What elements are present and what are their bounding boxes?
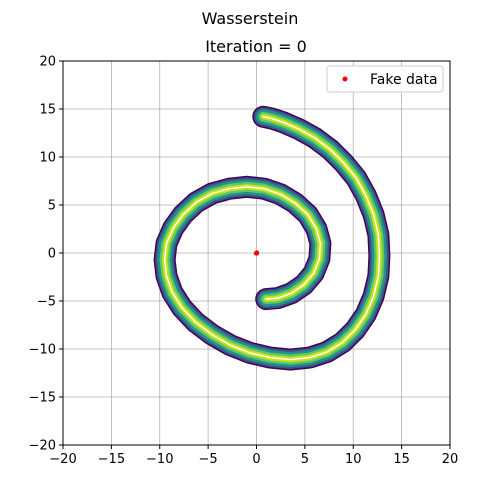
legend-label: Fake data — [370, 72, 438, 88]
x-tick-label: 5 — [301, 452, 309, 467]
y-tick-label: −5 — [37, 295, 56, 310]
x-tick-label: 0 — [252, 452, 260, 467]
y-tick-label: 15 — [39, 103, 56, 118]
density-contour — [165, 117, 380, 360]
x-tick-label: 20 — [442, 452, 459, 467]
fake-data-point — [254, 251, 258, 255]
y-tick-label: 0 — [48, 247, 56, 262]
axis-ticks: −20 −15 −10 −5 0 5 10 15 20 −20 −15 −10 −5 0 5 10 15 20 — [29, 55, 459, 468]
y-tick-label: −10 — [29, 343, 56, 358]
y-tick-label: 5 — [48, 199, 56, 214]
x-tick-label: 15 — [393, 452, 410, 467]
x-tick-label: −20 — [49, 452, 76, 467]
figure-title: Wasserstein — [202, 9, 299, 28]
legend-marker — [343, 77, 348, 82]
y-tick-label: −20 — [29, 439, 56, 454]
y-tick-label: 20 — [39, 55, 56, 70]
y-tick-label: 10 — [39, 151, 56, 166]
legend: Fake data — [327, 66, 443, 92]
y-tick-label: −15 — [29, 391, 56, 406]
x-tick-label: −5 — [199, 452, 218, 467]
x-tick-label: 10 — [345, 452, 362, 467]
data-series — [254, 250, 259, 255]
chart-title: Iteration = 0 — [205, 37, 307, 56]
x-tick-label: −15 — [98, 452, 125, 467]
x-tick-label: −10 — [146, 452, 173, 467]
